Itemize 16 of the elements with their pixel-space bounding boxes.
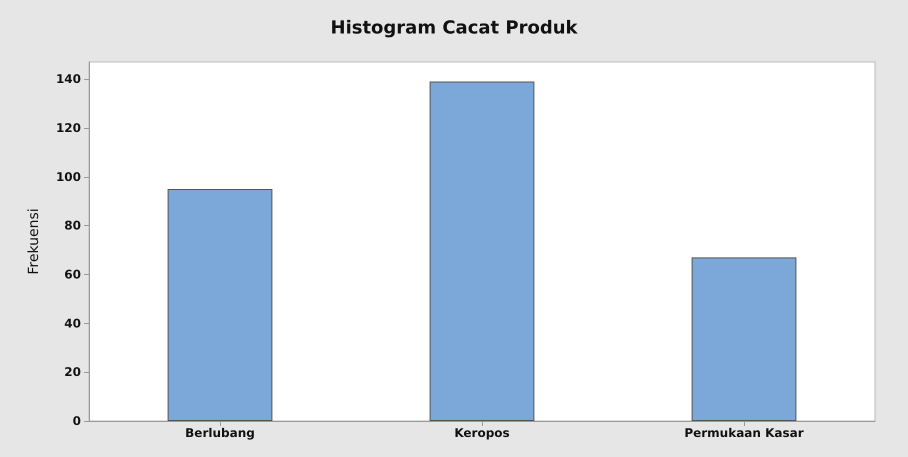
y-tick-label: 80 — [64, 218, 81, 233]
bar — [168, 188, 272, 421]
y-axis-title: Frekuensi — [26, 208, 42, 275]
y-tick-label: 120 — [56, 120, 81, 135]
y-tick-label: 20 — [64, 365, 81, 380]
y-tick-label: 60 — [64, 267, 81, 282]
x-tick-label: Keropos — [454, 426, 510, 440]
chart-title: Histogram Cacat Produk — [330, 18, 579, 38]
bar — [692, 257, 796, 421]
y-tick-label: 40 — [64, 316, 81, 330]
x-tick-label: Berlubang — [185, 426, 255, 440]
y-tick-label: 100 — [56, 170, 81, 184]
y-tick-label: 0 — [72, 414, 81, 428]
x-tick-label: Permukaan Kasar — [684, 426, 804, 440]
bar — [430, 82, 534, 421]
y-tick-label: 140 — [56, 72, 81, 86]
